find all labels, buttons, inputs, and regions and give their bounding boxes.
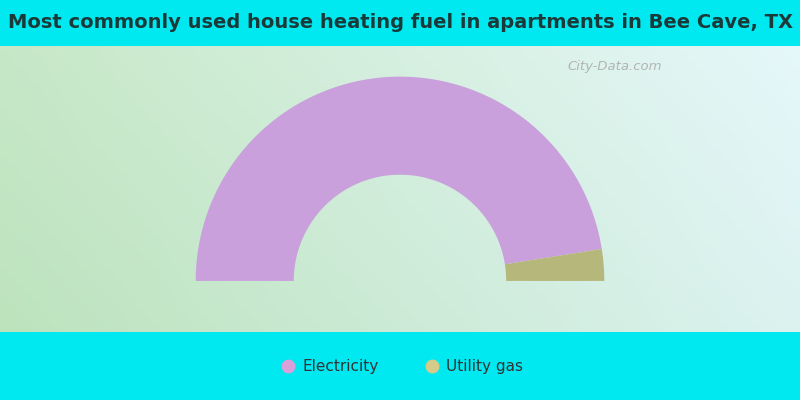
Polygon shape	[505, 249, 604, 281]
Text: Utility gas: Utility gas	[446, 358, 523, 374]
Text: City-Data.com: City-Data.com	[567, 60, 662, 73]
Polygon shape	[196, 77, 602, 281]
Text: Electricity: Electricity	[302, 358, 378, 374]
Text: Most commonly used house heating fuel in apartments in Bee Cave, TX: Most commonly used house heating fuel in…	[7, 14, 793, 32]
